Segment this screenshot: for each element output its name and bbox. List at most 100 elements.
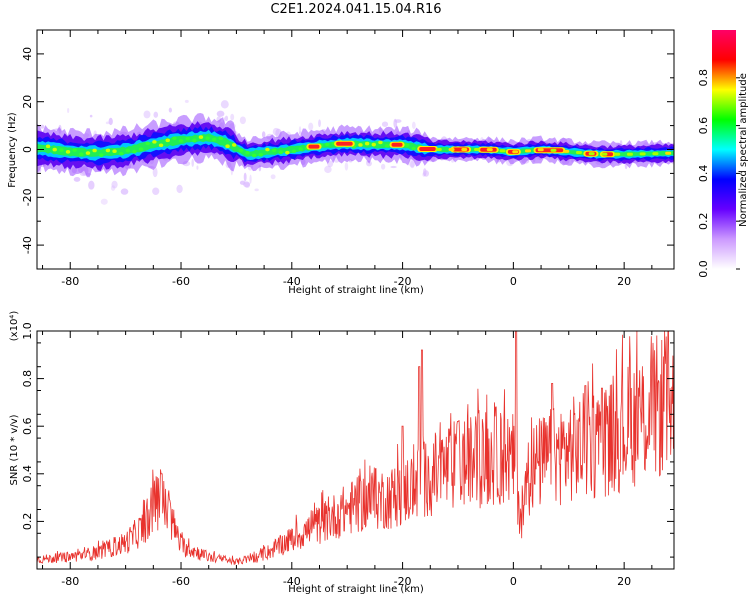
x-tick-label: -60 [172, 575, 190, 588]
spectral-peak [550, 148, 557, 152]
spectral-blob [184, 99, 189, 103]
spectral-peak [285, 150, 290, 155]
spectral-peak [371, 142, 376, 147]
spectral-blob [270, 174, 276, 180]
y-tick-label: 20 [21, 95, 34, 109]
y-tick-label: 0.8 [21, 370, 34, 388]
spectral-max [391, 142, 403, 147]
spectral-peak [563, 149, 570, 153]
spectral-peak [364, 141, 370, 146]
spectral-blob [423, 170, 430, 177]
snr-line [37, 331, 674, 566]
spectral-blob [153, 111, 159, 118]
spectral-blob [249, 174, 252, 184]
spectral-peak [112, 149, 117, 154]
spectral-peak [212, 137, 217, 142]
spectral-peak [152, 140, 157, 144]
spectral-peak [512, 150, 519, 154]
spectral-peak [404, 143, 410, 147]
spectral-blob [176, 184, 183, 194]
spectral-blob [224, 115, 229, 121]
spectral-peak [665, 151, 672, 155]
spectral-blob [73, 176, 81, 182]
spectral-blob [381, 163, 386, 170]
spectral-peak [185, 136, 190, 141]
spectral-peak [278, 150, 283, 155]
spectral-peak [499, 149, 506, 153]
spectral-peak [125, 148, 131, 153]
spectrogram-ticks: -80 -60 -40 -20 0 20 -40 -20 0 20 40 [21, 29, 674, 288]
x-tick-label: -20 [394, 275, 412, 288]
spectral-peak [626, 152, 633, 156]
spectral-blob [298, 126, 302, 135]
spectral-peak [652, 152, 659, 156]
spectral-peak [524, 149, 531, 153]
spectral-blob [88, 180, 95, 190]
spectral-peak [72, 148, 77, 152]
y-tick-label: 40 [21, 47, 34, 61]
spectral-blob [243, 172, 247, 182]
spectral-peak [251, 153, 257, 158]
spectral-peak [65, 150, 71, 154]
spectral-blob [110, 185, 116, 191]
spectral-peak [59, 148, 64, 152]
x-tick-label: -40 [283, 275, 301, 288]
spectral-peak [245, 150, 250, 155]
chart-title: C2E1.2024.041.15.04.R16 [270, 2, 441, 17]
spectral-blob [67, 108, 70, 113]
spectral-peak [92, 148, 97, 153]
spectral-blob [230, 113, 235, 121]
spectral-blob [196, 165, 199, 170]
spectral-blob [422, 172, 426, 177]
spectral-peak [172, 136, 177, 141]
y-tick-label: 0.4 [21, 465, 34, 483]
spectral-blob [152, 167, 158, 178]
spectral-peak [165, 138, 170, 143]
spectral-blob [120, 188, 129, 195]
spectral-peak [145, 141, 150, 146]
x-tick-label: -40 [283, 575, 301, 588]
spectral-peak [435, 148, 442, 151]
spectral-blob [239, 116, 246, 125]
spectral-blob [244, 182, 251, 188]
spectral-blob [261, 131, 266, 138]
spectral-blob [143, 110, 151, 119]
spectral-blob [168, 107, 172, 113]
y-tick-label: -40 [21, 236, 34, 254]
spectral-peak [265, 147, 270, 152]
colorbar: 0.0 0.2 0.4 0.6 0.8 Normalized spectral ampl… [697, 30, 749, 278]
x-tick-label: -80 [61, 575, 79, 588]
spectral-blob [410, 160, 415, 169]
spectral-peak [192, 138, 197, 143]
spectrogram-plot-area [37, 30, 674, 269]
spectrogram-x-axis-title: Height of straight line (km) [288, 285, 424, 296]
spectral-peak [325, 142, 330, 147]
spectral-peak [358, 143, 363, 147]
spectral-peak [178, 138, 184, 143]
spectral-peak [474, 148, 481, 151]
colorbar-ticks: 0.0 0.2 0.4 0.6 0.8 [697, 69, 740, 278]
spectral-peak [588, 152, 595, 156]
spectral-blob [381, 121, 389, 127]
spectral-blob [318, 119, 321, 128]
spectral-blob [111, 180, 118, 189]
colorbar-title: Normalized spectral amplitude [738, 73, 749, 227]
spectral-blob [220, 100, 229, 109]
spectral-blob [216, 110, 225, 117]
snr-x-axis-title: Height of straight line (km) [288, 584, 424, 595]
spectral-blob [191, 158, 194, 167]
spectral-blob [89, 114, 93, 118]
spectral-peak [639, 152, 646, 156]
spectral-blob [152, 187, 160, 195]
spectral-blob [105, 121, 110, 125]
spectral-peak [298, 147, 303, 151]
spectral-peak [271, 148, 277, 153]
spectral-blob [100, 198, 108, 205]
x-tick-label: -20 [394, 575, 412, 588]
spectral-blob [366, 160, 372, 167]
spectral-peak [118, 151, 124, 156]
spectral-peak [537, 148, 544, 152]
snr-frame [36, 330, 675, 570]
spectral-peak [486, 148, 493, 152]
